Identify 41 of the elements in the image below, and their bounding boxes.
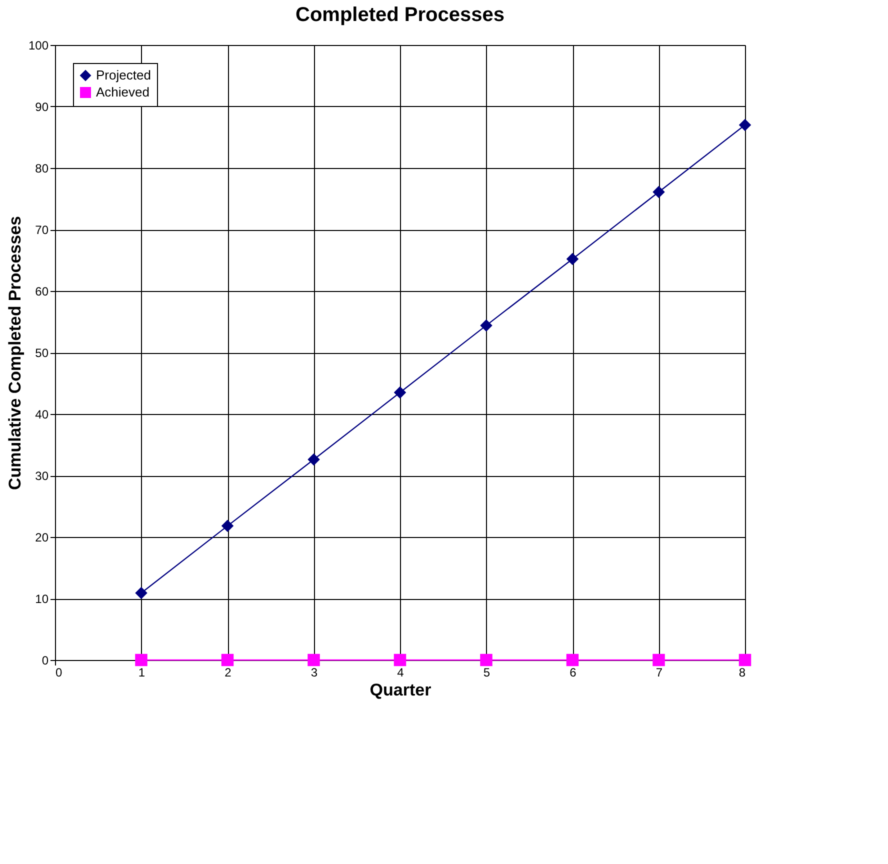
point [221,520,234,532]
point [738,118,752,132]
y-tick-label: 70 [35,223,49,237]
y-tick-label: 60 [35,284,49,298]
legend-label: Achieved [96,84,150,100]
point [652,654,665,666]
x-tick-label: 6 [570,666,577,680]
y-tick-label: 50 [35,346,49,360]
x-tick-label: 8 [738,666,746,680]
point [135,654,148,666]
point [480,319,492,332]
x-tick-label: 4 [397,666,404,680]
chart-title: Completed Processes [296,4,504,26]
point [566,654,579,666]
y-tick-label: 10 [35,592,49,606]
y-tick-label: 90 [35,100,49,114]
x-tick-label: 3 [310,666,318,680]
point [652,186,665,198]
y-tick-label: 30 [35,469,49,483]
x-tick-label: 1 [138,666,146,680]
x-tick-label: 7 [656,666,663,680]
point [221,654,234,666]
x-tick-label: 2 [224,666,232,680]
point [394,386,406,399]
point [566,252,579,266]
point [738,654,752,666]
x-tick-label: 5 [483,666,490,680]
point [308,453,320,466]
point [480,654,492,666]
x-axis-title: Quarter [370,680,432,700]
y-tick-label: 100 [28,38,49,52]
y-tick-label: 20 [35,530,49,544]
y-tick-label: 80 [35,162,49,176]
y-axis-title: Cumulative Completed Processes [5,216,24,490]
legend-label: Projected [96,68,151,82]
x-tick-label: 0 [56,666,62,680]
y-tick-label: 0 [42,654,49,668]
point [308,654,320,666]
y-tick-label: 40 [35,408,49,422]
point [135,586,148,600]
point [394,654,406,666]
